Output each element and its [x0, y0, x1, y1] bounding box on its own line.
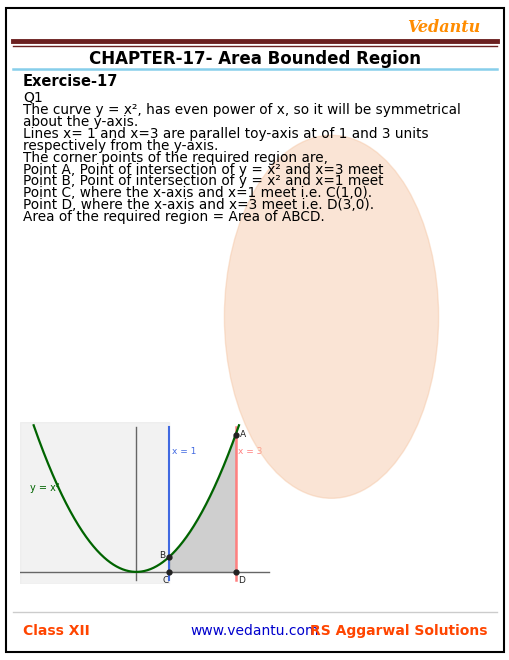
Text: C: C	[162, 576, 168, 585]
Bar	[20, 422, 169, 584]
Text: Point A, Point of intersection of y = x² and x=3 meet: Point A, Point of intersection of y = x²…	[23, 162, 383, 177]
Text: Class XII: Class XII	[23, 624, 90, 638]
Text: B: B	[159, 550, 165, 560]
Text: about the y-axis.: about the y-axis.	[23, 115, 138, 129]
Text: Area of the required region = Area of ABCD.: Area of the required region = Area of AB…	[23, 210, 324, 224]
Text: Lines x= 1 and x=3 are parallel toy-axis at of 1 and 3 units: Lines x= 1 and x=3 are parallel toy-axis…	[23, 127, 428, 141]
Text: Point C, where the x-axis and x=1 meet i.e. C(1,0).: Point C, where the x-axis and x=1 meet i…	[23, 186, 372, 201]
Text: Vedantu: Vedantu	[406, 19, 479, 36]
Text: Q1: Q1	[23, 90, 43, 104]
Text: The curve y = x², has even power of x, so it will be symmetrical: The curve y = x², has even power of x, s…	[23, 103, 460, 117]
Text: CHAPTER-17- Area Bounded Region: CHAPTER-17- Area Bounded Region	[89, 50, 420, 69]
Text: x = 1: x = 1	[172, 447, 196, 456]
Text: D: D	[238, 576, 245, 585]
Text: Exercise-17: Exercise-17	[23, 75, 118, 89]
Text: respectively from the y-axis.: respectively from the y-axis.	[23, 139, 218, 153]
Text: y = x²: y = x²	[30, 483, 60, 493]
Text: x = 3: x = 3	[238, 447, 262, 456]
Text: www.vedantu.com: www.vedantu.com	[190, 624, 319, 638]
Text: RS Aggarwal Solutions: RS Aggarwal Solutions	[309, 624, 486, 638]
Text: A: A	[239, 430, 245, 439]
Text: The corner points of the required region are,: The corner points of the required region…	[23, 150, 327, 165]
Text: Point D, where the x-axis and x=3 meet i.e. D(3,0).: Point D, where the x-axis and x=3 meet i…	[23, 198, 373, 213]
Text: Point B, Point of intersection of y = x² and x=1 meet: Point B, Point of intersection of y = x²…	[23, 174, 383, 189]
